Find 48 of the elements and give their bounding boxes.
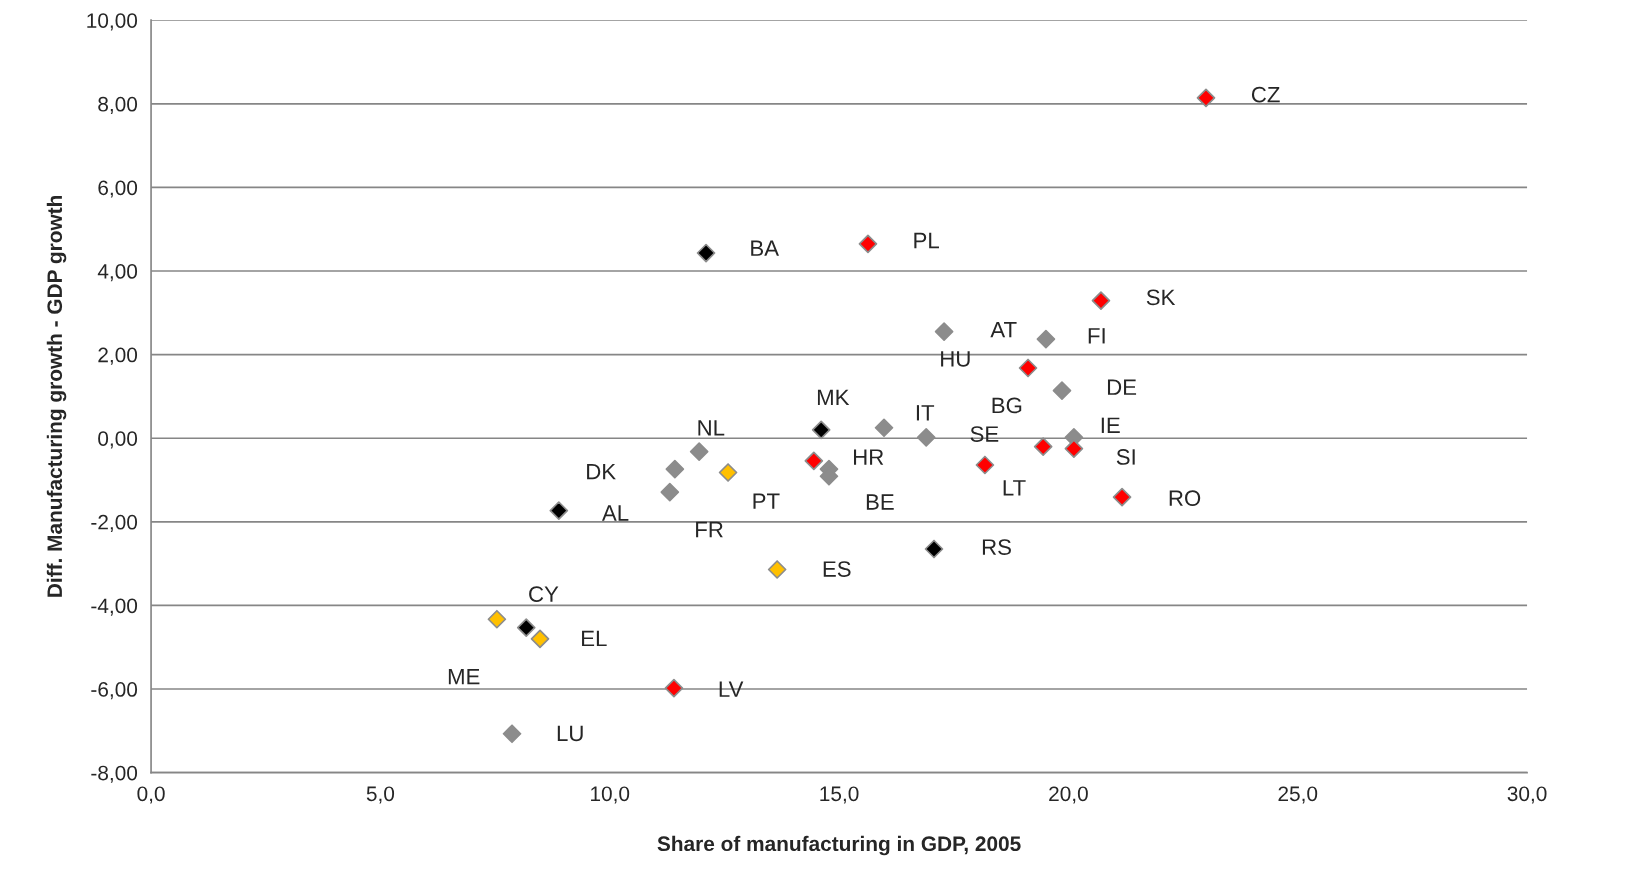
annotation: LU	[557, 725, 583, 742]
y-tick-label: -4,00	[91, 598, 138, 616]
annotation: BE	[866, 494, 894, 510]
annotation: RO	[1169, 490, 1201, 507]
annotation: CZ	[1251, 86, 1280, 103]
x-tick-label: 30,0	[1507, 786, 1547, 804]
y-tick-label: 10,00	[87, 13, 138, 31]
annotation: RS	[982, 539, 1011, 555]
y-tick-label: 4,00	[97, 264, 138, 282]
x-tick-label: 5,0	[366, 786, 395, 804]
y-tick-label: 6,00	[98, 180, 138, 198]
annotation: DE	[1107, 379, 1137, 395]
annotation: SK	[1146, 289, 1176, 306]
annotation: PL	[914, 232, 939, 249]
annotation: LV	[719, 681, 744, 697]
annotation: BA	[751, 240, 779, 256]
annotation: HR	[854, 449, 884, 465]
y-tick-label: -6,00	[91, 682, 138, 700]
annotation: BG	[992, 397, 1022, 414]
annotation: HU	[941, 351, 970, 367]
y-tick-label: -8,00	[91, 765, 138, 783]
annotation: ME	[448, 668, 480, 685]
annotation: FR	[696, 521, 723, 538]
x-axis-title: Share of manufacturing in GDP, 2005	[657, 835, 1021, 856]
annotation: DK	[587, 463, 616, 480]
y-tick-label: 0,00	[98, 431, 138, 449]
x-tick-label: 20,0	[1049, 786, 1088, 804]
annotation: SI	[1116, 449, 1135, 465]
x-tick-label: 25,0	[1278, 786, 1318, 804]
annotation: ES	[823, 561, 851, 577]
y-tick-label: 2,00	[98, 347, 138, 365]
annotation: IE	[1101, 417, 1120, 433]
annotation: AT	[990, 322, 1017, 338]
x-tick-label: 10,0	[591, 786, 630, 804]
annotation: NL	[698, 420, 725, 436]
y-axis-title: Diff. Manufacturing growth - GDP growth	[46, 195, 67, 597]
y-tick-label: 8,00	[98, 96, 138, 115]
annotation: LT	[1003, 480, 1026, 496]
annotation: MK	[817, 389, 850, 406]
y-tick-label: -2,00	[91, 514, 138, 533]
annotation: CY	[529, 586, 559, 602]
annotation: FI	[1088, 328, 1105, 344]
annotation: PT	[753, 493, 780, 509]
x-tick-label: 0,0	[137, 786, 165, 804]
annotation: IT	[916, 405, 935, 421]
x-tick-label: 15,0	[820, 786, 859, 804]
annotation: AL	[601, 505, 629, 521]
annotation: EL	[582, 630, 607, 647]
